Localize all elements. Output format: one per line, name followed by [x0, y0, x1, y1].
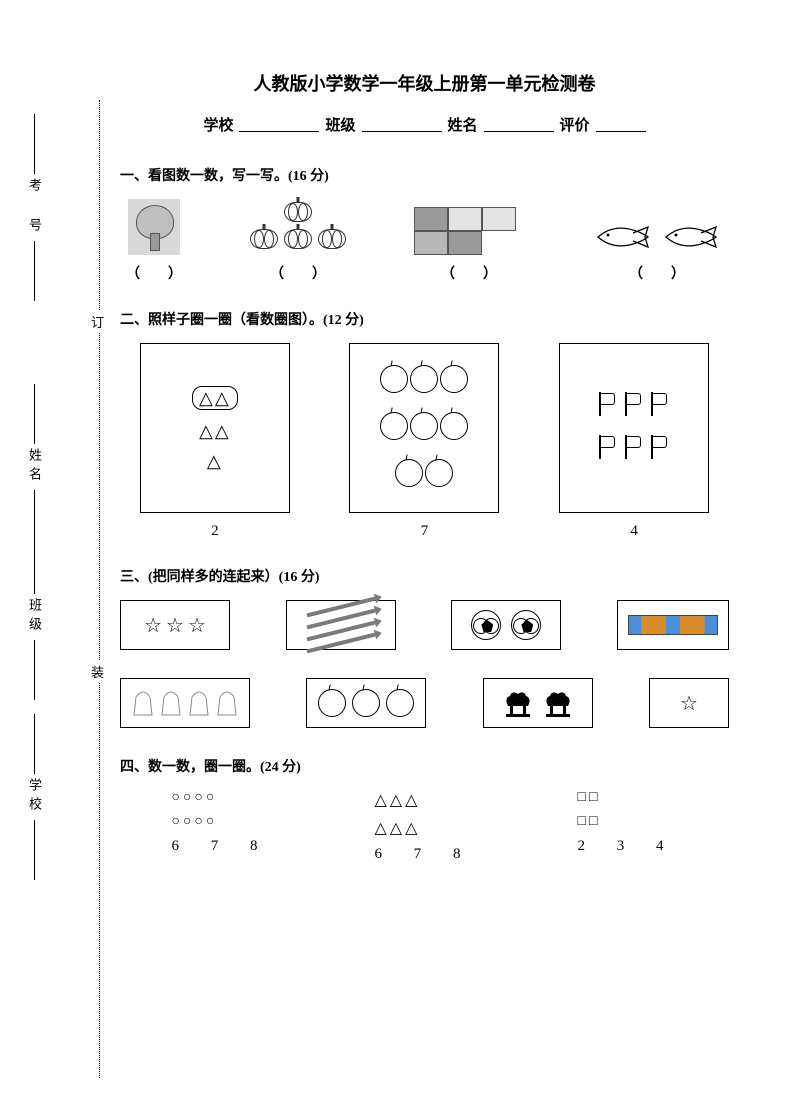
name-label: 姓名	[448, 114, 478, 135]
student-info-line: 学校 班级 姓名 评价	[120, 114, 729, 135]
page-title: 人教版小学数学一年级上册第一单元检测卷	[120, 70, 729, 96]
pumpkin-icon	[318, 229, 346, 249]
bag-icon	[132, 689, 154, 717]
bush-icon	[502, 688, 534, 718]
toy-icon	[628, 615, 718, 635]
flag-icon	[649, 392, 671, 416]
page: 人教版小学数学一年级上册第一单元检测卷 学校 班级 姓名 评价 一、看图数一数，…	[0, 0, 789, 929]
s2-box-2: 7	[349, 343, 499, 540]
answer-blank[interactable]: （）	[270, 263, 326, 283]
cloud-icon	[448, 231, 482, 255]
cloud-icon	[414, 207, 448, 231]
s3-bot-apples[interactable]	[306, 678, 426, 728]
bag-icon	[160, 689, 182, 717]
number-choices[interactable]: 2 3 4	[578, 838, 678, 855]
star-icon: ☆	[188, 613, 206, 638]
school-blank[interactable]	[239, 114, 319, 132]
triangle-icon: △	[207, 452, 223, 470]
star-icon: ☆	[144, 613, 162, 638]
flag-icon	[623, 392, 645, 416]
section-1: 一、看图数一数，写一写。(16 分) （） （）	[120, 165, 729, 283]
s1-item-pumpkins: （）	[249, 201, 347, 283]
section-3: 三、(把同样多的连起来）(16 分) ☆ ☆ ☆	[120, 566, 729, 728]
example-circle: △△	[192, 386, 238, 410]
bag-icon	[216, 689, 238, 717]
number-choices[interactable]: 6 7 8	[172, 838, 272, 855]
s4-item-2: △△△ △△△ 6 7 8	[375, 790, 475, 863]
s3-bot-star[interactable]: ☆	[649, 678, 729, 728]
grade-blank[interactable]	[596, 114, 646, 132]
cloud-icon	[414, 231, 448, 255]
star-icon: ☆	[166, 613, 184, 638]
cloud-icon	[482, 207, 516, 231]
circle-row: ○○○○	[172, 814, 218, 830]
s1-item-fish: （）	[591, 224, 723, 283]
grade-label: 评价	[560, 114, 590, 135]
section-2: 二、照样子圈一圈（看数圈图）。(12 分) △△ △△ △ 2 7	[120, 309, 729, 540]
fish-icon	[661, 224, 721, 250]
apple-icon	[380, 365, 408, 393]
soccer-ball-icon	[471, 610, 501, 640]
apple-icon	[425, 459, 453, 487]
flag-icon	[597, 435, 619, 459]
triangle-icon: △△	[199, 422, 231, 440]
school-label: 学校	[203, 114, 233, 135]
triangle-row: △△△	[375, 818, 421, 838]
apple-icon	[440, 365, 468, 393]
flag-icon	[597, 392, 619, 416]
apple-icon	[395, 459, 423, 487]
apple-icon	[318, 689, 346, 717]
cloud-icon	[448, 207, 482, 231]
section-4-head: 四、数一数，圈一圈。(24 分)	[120, 756, 729, 776]
pumpkin-icon	[284, 202, 312, 222]
name-blank[interactable]	[484, 114, 554, 132]
s3-top-stars[interactable]: ☆ ☆ ☆	[120, 600, 230, 650]
section-1-head: 一、看图数一数，写一写。(16 分)	[120, 165, 729, 185]
apple-icon	[410, 365, 438, 393]
class-label: 班级	[325, 114, 355, 135]
s1-item-clouds: （）	[414, 207, 524, 283]
class-blank[interactable]	[362, 114, 442, 132]
star-icon: ☆	[680, 691, 698, 716]
section-4: 四、数一数，圈一圈。(24 分) ○○○○ ○○○○ 6 7 8 △△△ △△△…	[120, 756, 729, 863]
bag-icon	[188, 689, 210, 717]
s2-box-3: 4	[559, 343, 709, 540]
s4-item-3: □□ □□ 2 3 4	[578, 790, 678, 855]
circle-row: ○○○○	[172, 790, 218, 806]
answer-blank[interactable]: （）	[629, 263, 685, 283]
s2-num-3: 4	[559, 523, 709, 540]
square-row: □□	[578, 814, 601, 830]
bush-icon	[542, 688, 574, 718]
apple-icon	[380, 412, 408, 440]
soccer-ball-icon	[511, 610, 541, 640]
s2-num-1: 2	[140, 523, 290, 540]
tree-icon	[128, 199, 180, 255]
square-row: □□	[578, 790, 601, 806]
s2-num-2: 7	[349, 523, 499, 540]
number-choices[interactable]: 6 7 8	[375, 846, 475, 863]
flag-icon	[649, 435, 671, 459]
section-2-head: 二、照样子圈一圈（看数圈图）。(12 分)	[120, 309, 729, 329]
flag-icon	[623, 435, 645, 459]
triangle-row: △△△	[375, 790, 421, 810]
s3-bot-bags[interactable]	[120, 678, 250, 728]
section-3-head: 三、(把同样多的连起来）(16 分)	[120, 566, 729, 586]
apple-icon	[440, 412, 468, 440]
pumpkin-icon	[250, 229, 278, 249]
s3-top-balls[interactable]	[451, 600, 561, 650]
fish-icon	[593, 224, 653, 250]
answer-blank[interactable]: （）	[441, 263, 497, 283]
apple-icon	[386, 689, 414, 717]
s3-top-toy[interactable]	[617, 600, 729, 650]
s2-box-1: △△ △△ △ 2	[140, 343, 290, 540]
apple-icon	[410, 412, 438, 440]
s3-bot-bushes[interactable]	[483, 678, 593, 728]
answer-blank[interactable]: （）	[126, 263, 182, 283]
pumpkin-icon	[284, 229, 312, 249]
s4-item-1: ○○○○ ○○○○ 6 7 8	[172, 790, 272, 855]
s3-top-pencils[interactable]	[286, 600, 396, 650]
apple-icon	[352, 689, 380, 717]
s1-item-tree: （）	[126, 199, 182, 283]
